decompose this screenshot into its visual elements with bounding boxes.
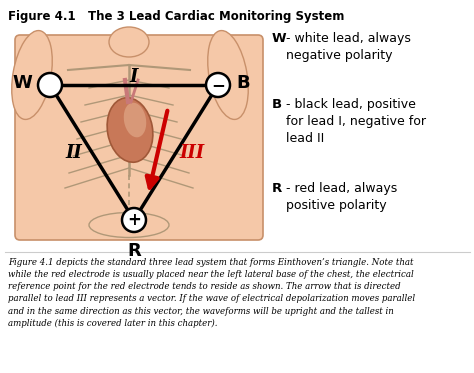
Ellipse shape — [124, 103, 146, 137]
Text: - black lead, positive
for lead I, negative for
lead II: - black lead, positive for lead I, negat… — [286, 98, 426, 145]
Text: I: I — [130, 68, 138, 86]
Ellipse shape — [109, 27, 149, 57]
Text: - white lead, always
negative polarity: - white lead, always negative polarity — [286, 32, 411, 62]
Text: Figure 4.1   The 3 Lead Cardiac Monitoring System: Figure 4.1 The 3 Lead Cardiac Monitoring… — [8, 10, 345, 23]
Ellipse shape — [208, 31, 248, 119]
Text: W: W — [272, 32, 287, 45]
Text: W: W — [12, 74, 32, 92]
FancyBboxPatch shape — [15, 35, 263, 240]
Text: R: R — [127, 242, 141, 260]
Text: Figure 4.1 depicts the standard three lead system that forms Einthoven’s triangl: Figure 4.1 depicts the standard three le… — [8, 258, 415, 328]
Text: - red lead, always
positive polarity: - red lead, always positive polarity — [286, 182, 397, 212]
Text: III: III — [180, 144, 205, 162]
Ellipse shape — [12, 31, 52, 119]
Text: II: II — [65, 144, 82, 162]
Ellipse shape — [107, 98, 153, 162]
Circle shape — [122, 208, 146, 232]
Text: +: + — [127, 211, 141, 229]
Text: −: − — [211, 76, 225, 94]
Text: R: R — [272, 182, 282, 195]
Circle shape — [206, 73, 230, 97]
Text: B: B — [272, 98, 282, 111]
Text: B: B — [236, 74, 250, 92]
Circle shape — [38, 73, 62, 97]
